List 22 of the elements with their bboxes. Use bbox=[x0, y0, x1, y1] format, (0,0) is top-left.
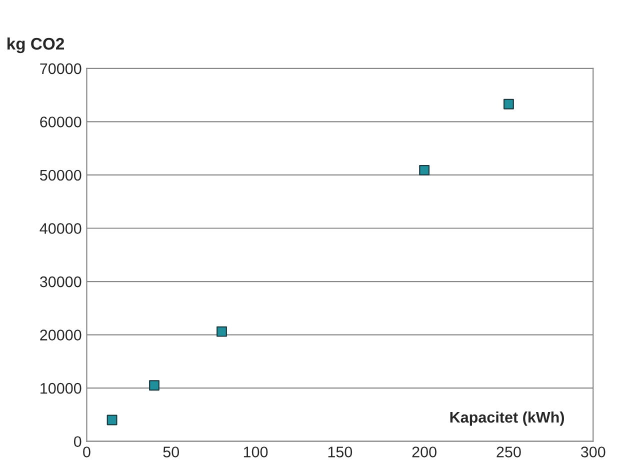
point bbox=[149, 380, 160, 391]
y-tick-label: 60000 bbox=[40, 116, 82, 128]
x-tick-label: 250 bbox=[496, 446, 521, 458]
x-tick-label: 150 bbox=[328, 446, 352, 458]
y-tick-label: 50000 bbox=[40, 170, 82, 181]
y-tick-label: 30000 bbox=[40, 276, 82, 288]
x-tick-label: 0 bbox=[83, 446, 90, 458]
x-tick-label: 300 bbox=[580, 446, 606, 458]
x-tick-label: 100 bbox=[244, 446, 268, 458]
point bbox=[419, 164, 430, 176]
y-tick-label: 0 bbox=[74, 436, 82, 448]
point bbox=[504, 98, 514, 110]
x-axis-title: Kapacitet (kWh) bbox=[450, 411, 564, 426]
y-tick-label: 70000 bbox=[40, 63, 82, 74]
y-axis-title: kg CO2 bbox=[7, 37, 64, 54]
y-tick-label: 40000 bbox=[40, 223, 82, 234]
y-tick-label: 10000 bbox=[40, 382, 82, 394]
point bbox=[106, 414, 118, 426]
x-tick-label: 50 bbox=[163, 446, 180, 458]
point bbox=[216, 326, 227, 337]
x-tick-label: 200 bbox=[412, 446, 436, 458]
y-tick-label: 20000 bbox=[40, 330, 82, 340]
